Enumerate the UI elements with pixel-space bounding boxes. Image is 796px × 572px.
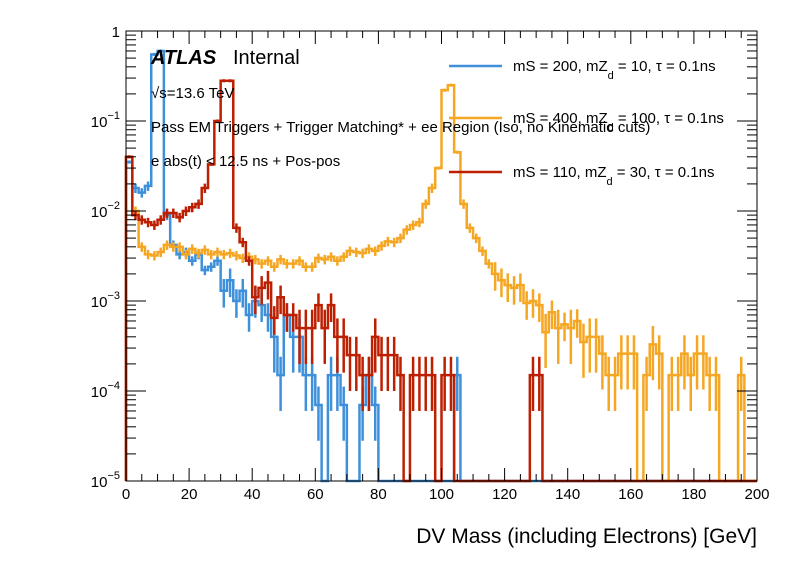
y-tick-label: 10−2 [91, 200, 120, 221]
x-tick-label: 180 [681, 486, 706, 503]
atlas-experiment-label: ATLAS [150, 47, 217, 69]
x-axis-label: DV Mass (including Electrons) [GeV] [416, 525, 757, 548]
x-tick-label: 60 [307, 486, 324, 503]
x-axis: 0 20 40 60 80 100 120 140 160 180 200 [122, 31, 770, 503]
legend: mS = 200, mZd = 10, τ = 0.1ns mS = 400, m… [449, 58, 724, 188]
y-axis: 1 10−1 10−2 10−3 10−4 10−5 [91, 24, 757, 491]
legend-label: mS = 200, mZd = 10, τ = 0.1ns [513, 58, 716, 82]
histogram-step-line [124, 83, 757, 483]
selection-label: Pass EM Triggers + Trigger Matching* + e… [151, 119, 650, 136]
energy-label: √s=13.6 TeV [151, 85, 234, 102]
x-tick-label: 140 [555, 486, 580, 503]
y-tick-label: 10−4 [91, 380, 120, 401]
legend-entry: mS = 400, mZd = 100, τ = 0.1ns [449, 110, 724, 134]
y-tick-label: 10−3 [91, 290, 120, 311]
x-tick-label: 80 [370, 486, 387, 503]
atlas-label: ATLAS Internal [150, 47, 300, 69]
series-1 [124, 83, 757, 483]
legend-label: mS = 110, mZd = 30, τ = 0.1ns [513, 164, 714, 188]
x-tick-label: 120 [492, 486, 517, 503]
y-tick-label: 1 [112, 24, 120, 41]
legend-entry: mS = 110, mZd = 30, τ = 0.1ns [449, 164, 714, 188]
legend-label: mS = 400, mZd = 100, τ = 0.1ns [513, 110, 724, 134]
y-tick-label: 10−1 [91, 110, 120, 131]
legend-entry: mS = 200, mZd = 10, τ = 0.1ns [449, 58, 716, 82]
y-tick-label: 10−5 [91, 470, 120, 491]
x-tick-label: 40 [244, 486, 261, 503]
x-tick-label: 100 [429, 486, 454, 503]
x-tick-label: 200 [744, 486, 769, 503]
x-tick-label: 20 [181, 486, 198, 503]
cut-label: e abs(t) < 12.5 ns + Pos-pos [151, 153, 340, 170]
x-tick-label: 0 [122, 486, 130, 503]
x-tick-label: 160 [618, 486, 643, 503]
atlas-status-label: Internal [233, 47, 300, 69]
